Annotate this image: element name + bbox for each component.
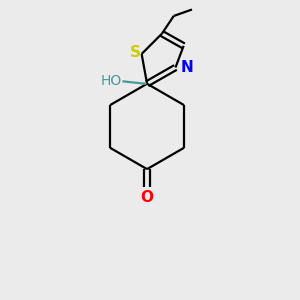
Text: N: N bbox=[181, 60, 194, 75]
Text: HO: HO bbox=[101, 74, 122, 88]
Text: S: S bbox=[130, 45, 141, 60]
Text: O: O bbox=[141, 190, 154, 205]
